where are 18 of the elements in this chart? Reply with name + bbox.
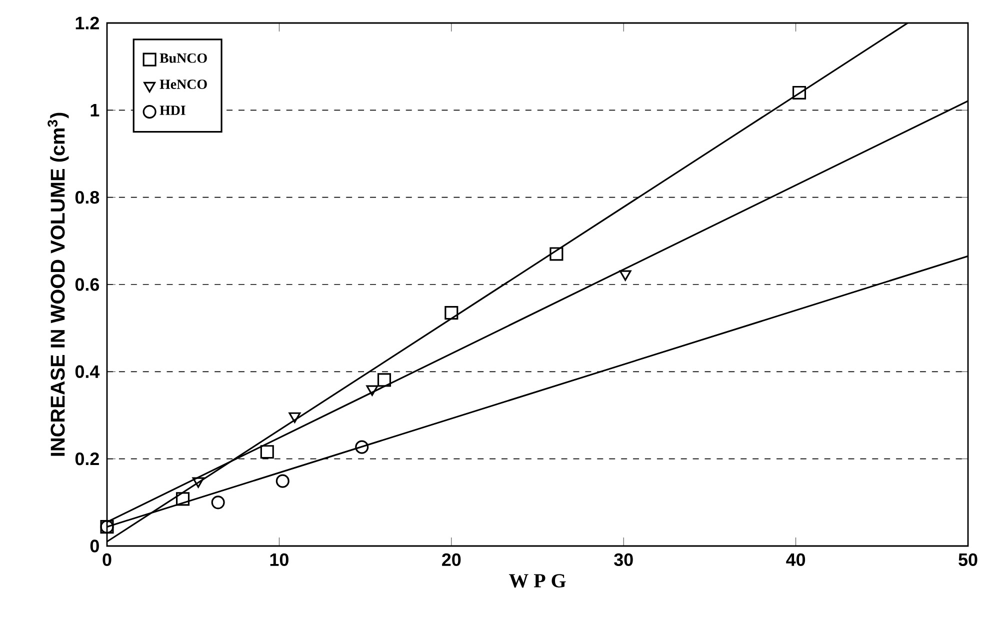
x-tick-label: 30 bbox=[614, 553, 633, 566]
x-tick-label: 10 bbox=[270, 553, 288, 566]
y-tick-label: 1.2 bbox=[76, 16, 99, 30]
y-tick-label: 0 bbox=[90, 540, 99, 552]
x-tick-label: 0 bbox=[102, 553, 112, 566]
x-tick-label: 50 bbox=[958, 553, 978, 566]
legend-label: BuNCO bbox=[160, 53, 207, 63]
y-tick-label: 0.6 bbox=[75, 278, 99, 291]
x-tick-label: 40 bbox=[786, 553, 806, 566]
y-tick-label: 1 bbox=[90, 104, 100, 116]
x-axis-title: W P G bbox=[509, 574, 566, 588]
legend-label: HeNCO bbox=[160, 80, 207, 89]
y-tick-label: 0.8 bbox=[75, 190, 100, 204]
y-tick-label: 0.4 bbox=[75, 365, 100, 378]
legend-label: HDI bbox=[160, 106, 186, 115]
y-tick-label: 0.2 bbox=[75, 452, 99, 466]
x-tick-label: 20 bbox=[442, 553, 461, 566]
y-axis-title: INCREASE IN WOOD VOLUME (cm$^{3}$) bbox=[48, 112, 69, 456]
